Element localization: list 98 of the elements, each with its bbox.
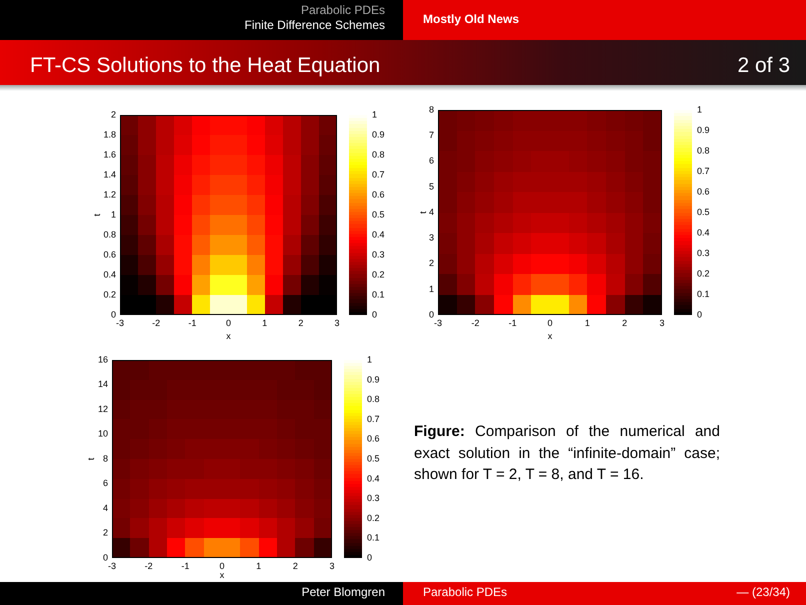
y-tick-label: 0.2 (103, 289, 116, 300)
y-tick-label: 16 (98, 354, 108, 364)
x-tick-label: 3 (659, 318, 665, 328)
y-tick-label: 1.2 (103, 189, 116, 200)
color-bar-label: 0.7 (372, 169, 385, 180)
color-bar-label: 0.5 (372, 209, 385, 220)
color-bar-label: 0.8 (697, 145, 710, 156)
y-axis-title: t (418, 210, 428, 214)
y-tick-label: 0.4 (103, 269, 116, 280)
y-tick-label: 6 (428, 156, 434, 166)
y-axis-title: t (92, 213, 102, 216)
x-tick-label: 2 (292, 560, 298, 571)
text: Peter Blomgren (302, 585, 385, 600)
color-bar-label: 0.6 (697, 186, 710, 196)
x-tick-label: 3 (334, 318, 340, 328)
color-bar-label: 0.9 (697, 124, 710, 135)
color-bar-label: 0.6 (372, 189, 385, 200)
y-tick-label: 6 (102, 478, 108, 488)
y-tick-label: 8 (428, 104, 434, 114)
text: Parabolic PDEs (300, 3, 385, 18)
y-tick-label: 7 (428, 130, 434, 140)
y-tick-label: 2 (428, 258, 434, 268)
x-tick-label: 1 (584, 318, 590, 328)
x-tick-label: 3 (329, 560, 335, 571)
color-bar-label: 0 (367, 552, 372, 562)
y-tick-label: 0 (428, 309, 434, 320)
x-tick-label: 2 (298, 318, 304, 328)
y-tick-label: 0 (110, 309, 116, 320)
y-tick-label: 1 (110, 209, 116, 220)
text: Figure: Comparison of the numerical and exact solution in the “infinite-domain” case; shown for T = 2, T = 8, and T = 16. (414, 422, 720, 486)
x-tick-label: 0 (219, 560, 225, 571)
x-tick-label: -2 (144, 560, 153, 571)
y-tick-label: 4 (428, 206, 434, 217)
color-bar-label: 0.4 (372, 229, 385, 240)
color-bar-label: 0.7 (367, 414, 380, 424)
text: Parabolic PDEs (423, 585, 508, 600)
y-tick-label: 3 (428, 232, 434, 243)
color-bar-label: 0.1 (372, 289, 385, 300)
color-bar-label: 0.8 (367, 394, 380, 404)
color-bar-label: 1 (697, 104, 702, 114)
x-tick-label: -1 (181, 560, 190, 571)
x-tick-label: 1 (256, 560, 262, 571)
color-bar-label: 0.3 (367, 493, 380, 504)
y-tick-label: 4 (102, 502, 108, 513)
x-tick-label: -2 (471, 318, 480, 328)
y-tick-label: 10 (98, 428, 108, 439)
x-tick-label: 2 (622, 318, 628, 328)
x-tick-label: 0 (226, 318, 232, 328)
y-tick-label: 1.6 (103, 149, 116, 160)
x-axis-title: x (548, 331, 553, 342)
color-bar-label: 1 (372, 109, 378, 120)
y-tick-label: 0 (102, 552, 108, 562)
y-tick-label: 5 (428, 181, 434, 192)
y-tick-label: 1 (428, 284, 434, 294)
color-bar-label: 0.8 (372, 149, 385, 160)
x-axis-title: x (220, 570, 225, 580)
color-bar-label: 0.7 (697, 166, 710, 176)
color-bar-label: 0.2 (697, 268, 710, 278)
color-bar-label: 0.9 (372, 129, 385, 140)
color-bar-label: 0.2 (372, 269, 385, 280)
y-axis-title: t (86, 457, 96, 460)
color-bar-label: 0.4 (697, 227, 710, 238)
color-bar-label: 0.5 (367, 453, 380, 464)
color-bar-label: 0.5 (697, 206, 710, 217)
color-bar-label: 0 (697, 309, 702, 320)
y-tick-label: 2 (102, 528, 108, 538)
text: 2 of 3 (737, 54, 790, 78)
x-tick-label: -3 (434, 318, 442, 328)
text: — (23/34) (736, 585, 790, 600)
y-tick-label: 1.8 (103, 129, 116, 140)
x-tick-label: -3 (116, 318, 124, 328)
y-tick-label: 14 (98, 379, 108, 390)
x-axis-title: x (226, 331, 232, 342)
color-bar-label: 0.6 (367, 434, 380, 444)
x-tick-label: 1 (262, 318, 268, 328)
x-tick-label: -1 (508, 318, 517, 328)
x-tick-label: 0 (547, 318, 553, 328)
text: Finite Difference Schemes (244, 18, 385, 33)
text: FT-CS Solutions to the Heat Equation (30, 54, 380, 78)
color-bar-label: 0.2 (367, 512, 380, 523)
color-bar-label: 0 (372, 309, 378, 320)
color-bar-label: 0.1 (367, 532, 380, 543)
color-bar-label: 1 (367, 354, 372, 364)
y-tick-label: 0.8 (103, 229, 116, 240)
color-bar-label: 0.3 (372, 249, 385, 260)
color-bar-label: 0.1 (697, 288, 710, 299)
x-tick-label: -1 (188, 318, 196, 328)
y-tick-label: 12 (98, 404, 108, 414)
y-tick-label: 1.4 (103, 169, 116, 180)
y-tick-label: 8 (102, 453, 108, 464)
y-tick-label: 0.6 (103, 249, 116, 260)
x-tick-label: -3 (108, 560, 116, 571)
color-bar-label: 0.4 (367, 473, 380, 484)
color-bar-label: 0.9 (367, 374, 380, 384)
x-tick-label: -2 (152, 318, 160, 328)
y-tick-label: 2 (110, 109, 116, 120)
color-bar-label: 0.3 (697, 248, 710, 258)
text: Mostly Old News (423, 12, 520, 27)
